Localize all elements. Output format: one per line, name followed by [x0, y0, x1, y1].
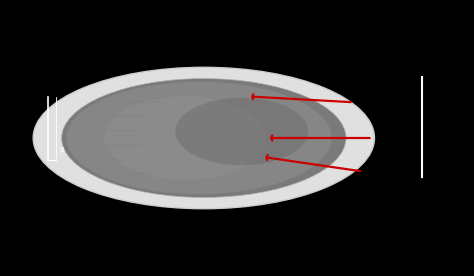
Ellipse shape: [104, 96, 265, 180]
Ellipse shape: [175, 98, 308, 165]
Text: p: p: [59, 145, 64, 153]
Ellipse shape: [33, 67, 374, 209]
Ellipse shape: [62, 79, 346, 197]
Ellipse shape: [66, 82, 332, 194]
